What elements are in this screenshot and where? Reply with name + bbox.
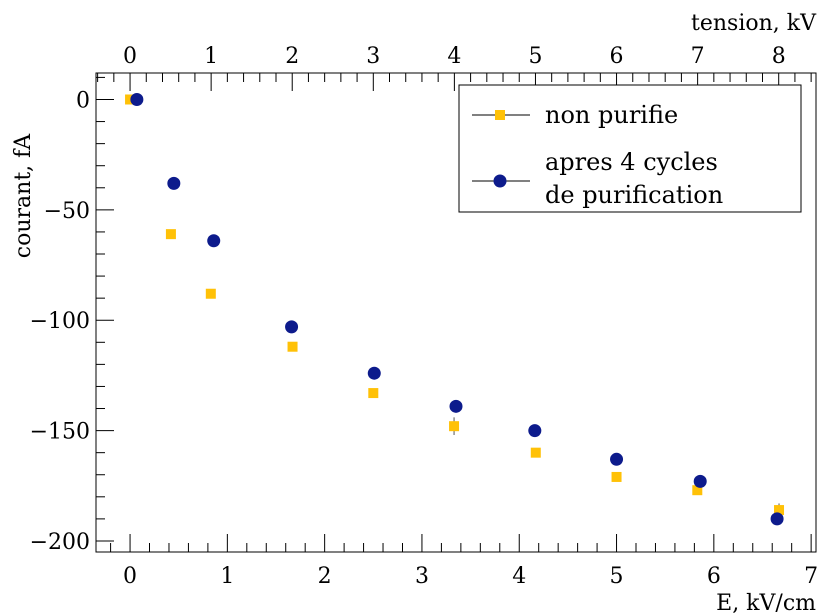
data-point-purification bbox=[207, 234, 221, 248]
top-x-axis: 0 1 2 3 4 5 6 7 8 bbox=[97, 44, 812, 91]
x-tick-label: 6 bbox=[707, 564, 721, 589]
top-x-tick-label: 7 bbox=[691, 44, 705, 69]
plot-border bbox=[95, 72, 817, 553]
legend-label-non-purifie: non purifie bbox=[545, 101, 678, 129]
data-markers bbox=[125, 92, 785, 526]
legend-box bbox=[458, 84, 802, 213]
y-axis-label: courant, fA bbox=[11, 133, 36, 259]
y-tick-label: −100 bbox=[30, 309, 90, 334]
data-point-non-purifie bbox=[692, 485, 703, 496]
y-tick-label: 0 bbox=[76, 88, 90, 113]
x-tick-label: 0 bbox=[123, 564, 137, 589]
legend-label-purification-line2: de purification bbox=[545, 181, 723, 209]
x-axis-label: E, kV/cm bbox=[716, 591, 816, 616]
x-tick-label: 5 bbox=[610, 564, 624, 589]
y-tick-label: −200 bbox=[30, 530, 90, 555]
x-tick-label: 3 bbox=[415, 564, 429, 589]
data-point-purification bbox=[167, 176, 181, 190]
top-x-tick-label: 2 bbox=[285, 44, 299, 69]
top-x-tick-label: 0 bbox=[123, 44, 137, 69]
x-tick-label: 4 bbox=[512, 564, 526, 589]
top-x-tick-label: 5 bbox=[528, 44, 542, 69]
data-point-purification bbox=[770, 512, 784, 526]
data-point-purification bbox=[130, 92, 144, 106]
bottom-x-axis: 0 1 2 3 4 5 6 7 bbox=[110, 534, 818, 589]
data-point-non-purifie bbox=[449, 421, 460, 432]
data-point-non-purifie bbox=[205, 288, 216, 299]
data-point-non-purifie bbox=[530, 447, 541, 458]
data-point-purification bbox=[610, 452, 624, 466]
data-point-purification bbox=[693, 474, 707, 488]
y-tick-label: −50 bbox=[44, 199, 90, 224]
data-point-purification bbox=[449, 399, 463, 413]
top-x-axis-label: tension, kV bbox=[691, 11, 817, 36]
top-x-tick-label: 4 bbox=[447, 44, 461, 69]
x-tick-label: 2 bbox=[318, 564, 332, 589]
x-tick-label: 7 bbox=[804, 564, 818, 589]
legend-marker-non-purifie bbox=[495, 110, 505, 120]
data-point-purification bbox=[285, 320, 299, 334]
legend-marker-purification bbox=[493, 174, 507, 188]
data-point-non-purifie bbox=[125, 94, 136, 105]
y-tick-label: −150 bbox=[30, 420, 90, 445]
data-point-purification bbox=[367, 366, 381, 380]
top-x-tick-label: 6 bbox=[610, 44, 624, 69]
data-point-purification bbox=[528, 424, 542, 438]
plot-frame bbox=[95, 72, 817, 553]
left-y-axis: 0 −50 −100 −150 −200 bbox=[30, 76, 114, 555]
top-x-tick-label: 3 bbox=[366, 44, 380, 69]
top-x-tick-label: 1 bbox=[204, 44, 218, 69]
data-point-non-purifie bbox=[611, 471, 622, 482]
data-point-non-purifie bbox=[287, 341, 298, 352]
x-tick-label: 1 bbox=[220, 564, 234, 589]
legend: non purifie apres 4 cycles de purificati… bbox=[458, 84, 802, 213]
legend-label-purification-line1: apres 4 cycles bbox=[545, 148, 718, 176]
top-x-tick-label: 8 bbox=[772, 44, 786, 69]
data-point-non-purifie bbox=[774, 505, 785, 516]
data-point-non-purifie bbox=[368, 388, 379, 399]
data-point-non-purifie bbox=[165, 229, 176, 240]
